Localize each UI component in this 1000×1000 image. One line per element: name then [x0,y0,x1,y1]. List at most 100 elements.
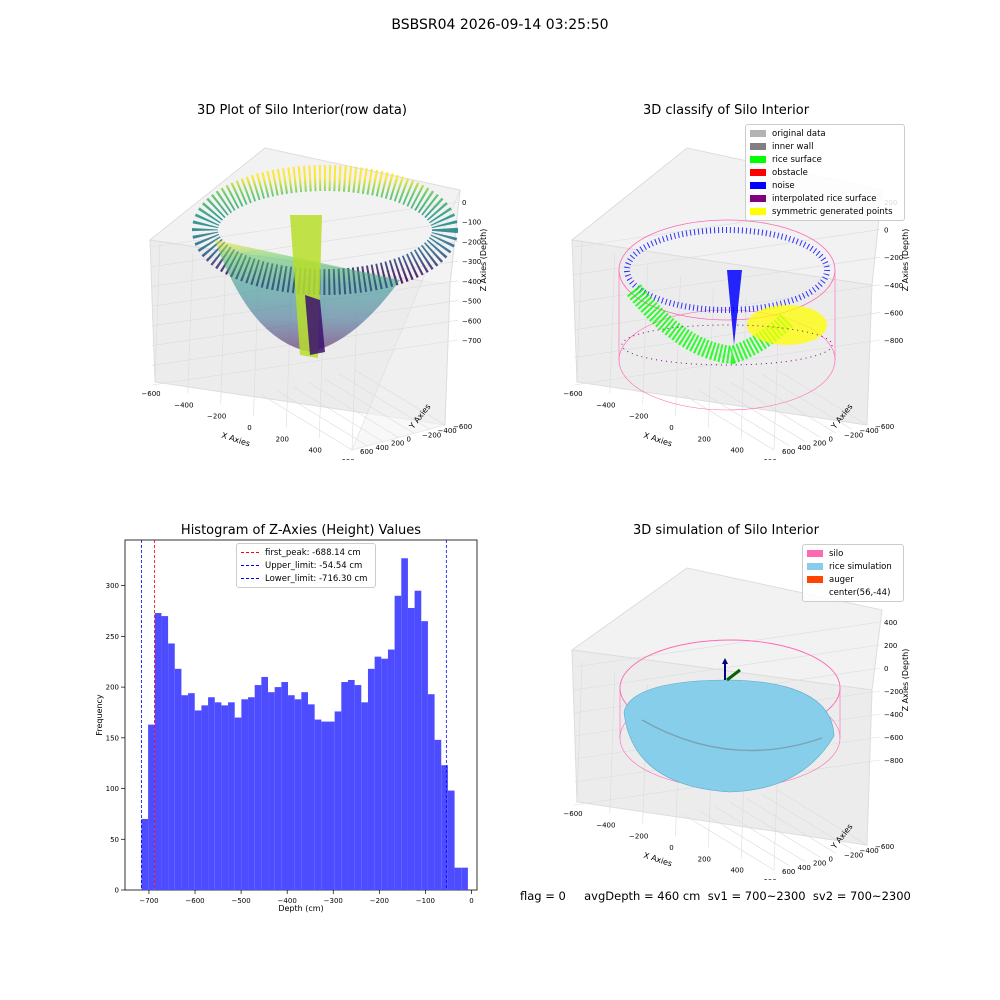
grid-line [776,789,868,846]
histogram-bar [161,616,169,890]
histogram-bar [321,721,328,890]
histogram-bar [294,699,302,890]
grid-line [576,661,583,803]
z-tick-label: −600 [462,317,481,325]
y-tick-label: 0 [829,436,833,444]
x-axis-label: X Axies [642,431,673,449]
grid-line [609,673,616,814]
plot-title-raw: 3D Plot of Silo Interior(row data) [197,103,407,118]
x-tick-label: 200 [276,435,289,443]
histogram-reference-lines [141,540,447,890]
z-axis-label: Z Axies (Depth) [901,229,910,292]
y-tick-label: −200 [844,431,863,439]
grid-line [730,382,821,438]
histogram-bar [434,739,442,890]
histogram-bar [194,710,202,890]
histogram-bar [407,607,415,890]
y-tick-label: −600 [875,423,894,431]
grid-line [573,256,881,303]
histogram-bar [288,695,295,890]
simulation-legend: silo rice simulation auger center(56,-44… [802,544,904,602]
histogram-bar [421,621,428,890]
y-tick-label: 0 [407,436,411,444]
x-tick-label: −200 [629,413,648,421]
legend-item-lower-limit: Lower_limit: -716.30 cm [241,572,371,585]
histogram-bar [461,867,468,890]
histogram-bar [254,685,262,890]
legend-item-symmetric: symmetric generated points [750,205,900,218]
y-tick-label: 400 [376,444,389,452]
legend-item-silo: silo [807,547,899,560]
x-tick-label: −100 [416,897,435,905]
histogram-bar [374,656,382,890]
histogram-bar [268,692,275,890]
y-tick-label: 600 [360,448,373,456]
histogram-bar [141,818,149,890]
histogram-bar [454,867,462,890]
legend-item-center: center(56,-44) [829,587,891,598]
z-tick-label: 0 [884,665,888,673]
y-tick-label: 200 [813,440,826,448]
z-axis-label: Z Axies (Depth) [901,649,910,712]
histogram-bar [148,724,155,890]
legend-item-interpolated: interpolated rice surface [750,192,900,205]
grid-line [261,394,353,451]
x-axis-label: X Axies [220,431,251,449]
y-tick-label: −600 [453,423,472,431]
grid-line [683,814,775,871]
z-tick-label: −500 [462,298,481,306]
z-tick-label: −800 [884,757,903,765]
x-tick-label: −200 [370,897,389,905]
histogram-chart: −700 −600 −500 −400 −300 −200 −100 0 0 50 100 150 20… [95,539,478,913]
histogram-bar [387,649,395,890]
grid-line [220,264,226,405]
figure-title: BSBSR04 2026-09-14 03:25:50 [391,17,609,33]
histogram-bar [367,668,375,890]
histogram-bar [441,765,448,890]
z-tick-label: 0 [462,199,466,207]
x-tick-label: −200 [629,833,648,841]
x-tick-label: −300 [324,897,343,905]
y-tick-label: −400 [438,427,457,435]
grid-line [761,793,852,850]
grid-line [776,369,868,426]
y-tick-label: 0 [115,887,119,895]
y-tick-label: 600 [782,448,795,456]
y-tick-label: −400 [860,847,879,855]
histogram-legend: first_peak: -688.14 cm Upper_limit: -54.… [236,543,376,588]
y-tick-label: 400 [798,864,811,872]
y-tick-label: 200 [813,860,826,868]
x-tick-label: −700 [139,897,158,905]
x-tick-label: 0 [247,424,251,432]
y-tick-label: −200 [844,851,863,859]
status-footer: flag = 0 avgDepth = 460 cm sv1 = 700~230… [520,889,911,903]
plot-title-classify: 3D classify of Silo Interior [642,103,810,118]
histogram-axes: −700 −600 −500 −400 −300 −200 −100 0 0 50 100 150 20… [106,582,474,905]
x-tick-label: 0 [669,424,673,432]
y-tick-label: −400 [860,427,879,435]
legend-item-noise: noise [750,179,900,192]
classify-legend: original data inner wall rice surface ob… [745,124,905,221]
grid-line [714,806,806,862]
histogram-ylabel: Frequency [95,694,104,736]
legend-item-obstacle: obstacle [750,166,900,179]
raw-point-cloud [192,165,458,358]
histogram-bar [281,682,289,890]
grid-line [745,378,837,434]
grid-line [699,810,790,867]
x-tick-label: −400 [596,401,615,409]
histogram-bar [274,687,282,890]
histogram-bar [334,711,342,890]
histogram-bar [447,790,455,890]
histogram-bar [401,558,408,890]
histogram-bar [208,697,215,890]
y-tick-label: −200 [422,431,441,439]
histogram-bar [327,721,335,890]
grid-line [154,241,161,383]
histogram-bar [248,697,255,890]
x-tick-label: −600 [563,810,582,818]
y-tick-label: 200 [106,684,119,692]
histogram-bar [341,682,348,890]
y-tick-label: 400 [798,444,811,452]
z-tick-label: 0 [884,227,888,235]
